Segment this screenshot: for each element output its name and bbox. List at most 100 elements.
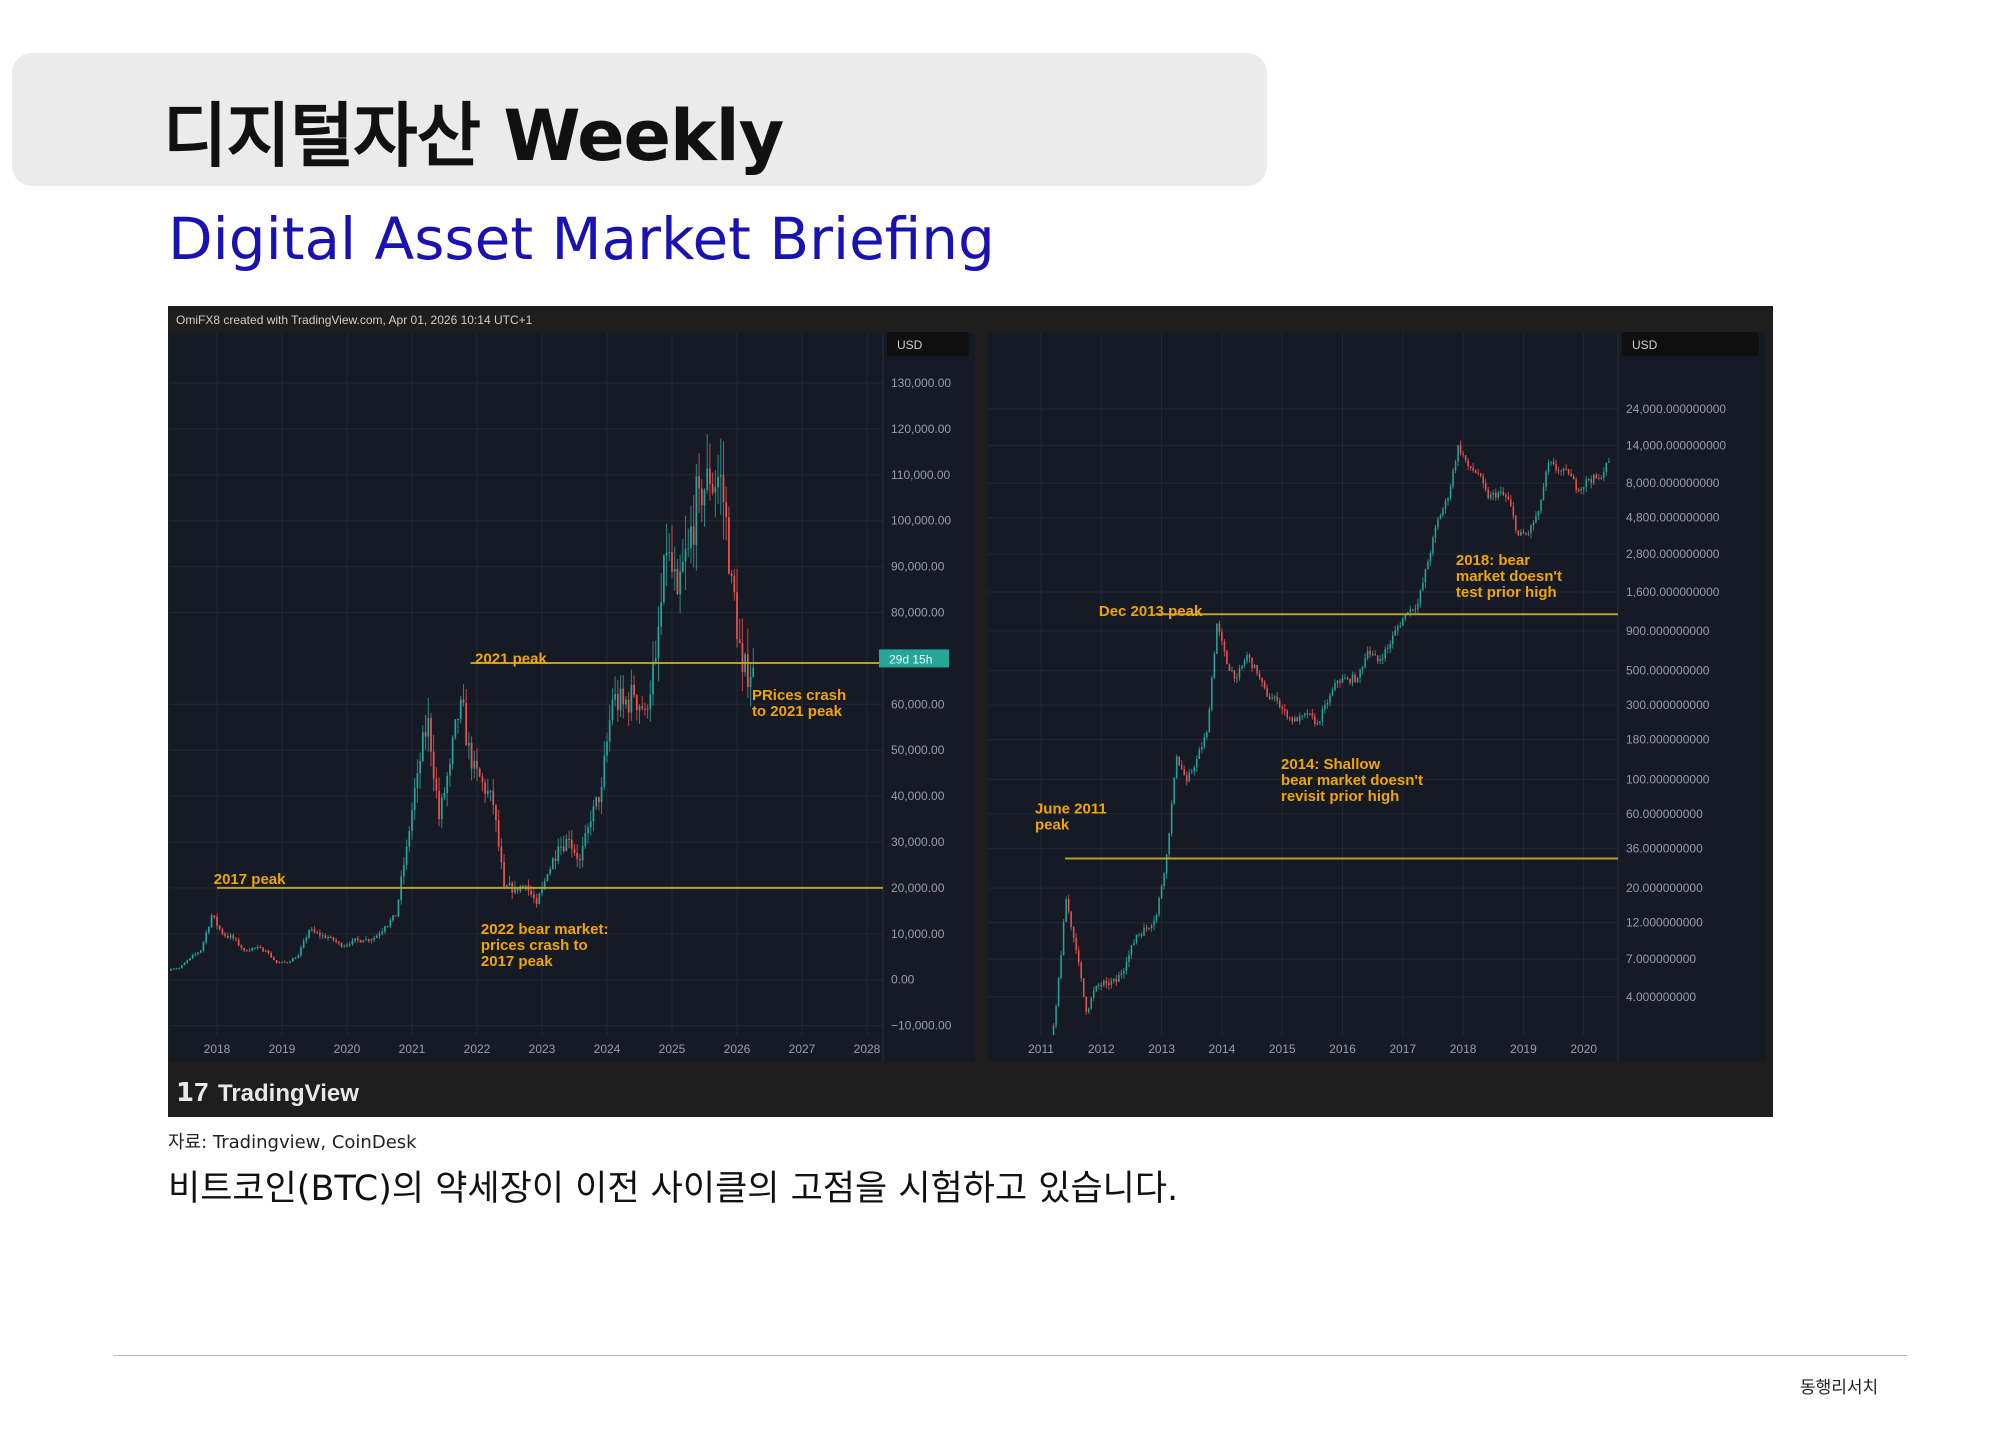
- candle-body: [1314, 716, 1316, 725]
- candle-body: [1379, 659, 1381, 662]
- candle-body: [1221, 631, 1223, 642]
- candle-body: [1535, 515, 1537, 523]
- candle-body: [1075, 937, 1077, 951]
- candle-body: [1432, 537, 1434, 554]
- candle-body: [1417, 603, 1419, 610]
- chart-watermark: OmiFX8 created with TradingView.com, Apr…: [176, 313, 533, 327]
- candle-body: [725, 502, 728, 518]
- candle-body: [1113, 978, 1115, 981]
- candle-body: [208, 927, 210, 933]
- candle-body: [262, 947, 264, 952]
- chart-annotation: PRices crash to 2021 peak: [752, 687, 846, 720]
- candle-body: [1595, 474, 1598, 478]
- candle-body: [1273, 696, 1276, 699]
- candle-body: [535, 898, 538, 904]
- candle-body: [1437, 519, 1439, 528]
- candle-body: [175, 968, 178, 970]
- candle-body: [1487, 489, 1489, 499]
- candle-body: [432, 751, 435, 779]
- candle-body: [1344, 678, 1346, 680]
- candle-body: [1572, 476, 1575, 480]
- annotation-line: 2022 bear market:: [481, 921, 609, 938]
- candle-body: [687, 548, 690, 550]
- candle-body: [1155, 914, 1158, 921]
- candle-body: [492, 790, 495, 806]
- candle-body: [1316, 723, 1319, 725]
- candle-body: [1326, 702, 1329, 705]
- candle-body: [457, 719, 459, 721]
- tradingview-logo: 𝟭7 TradingView: [176, 1077, 359, 1107]
- y-tick-label: 180.000000000: [1626, 733, 1710, 747]
- candle-body: [1346, 678, 1349, 680]
- candle-body: [584, 833, 587, 846]
- candle-body: [709, 468, 711, 484]
- x-tick-label: 2018: [1450, 1042, 1477, 1056]
- y-tick-label: 20.000000000: [1626, 881, 1703, 895]
- annotation-line: 2017 peak: [481, 953, 553, 970]
- candle-body: [365, 939, 367, 941]
- candle-body: [1457, 445, 1459, 462]
- candle-body: [728, 517, 730, 574]
- candle-body: [1125, 961, 1128, 971]
- candle-body: [172, 968, 175, 970]
- candle-body: [1394, 630, 1397, 636]
- candle-body: [668, 551, 671, 553]
- candle-body: [416, 773, 419, 788]
- candle-body: [1170, 803, 1173, 834]
- candle-body: [302, 940, 305, 948]
- candle-body: [1105, 981, 1108, 984]
- candle-body: [1469, 466, 1472, 469]
- candle-body: [362, 940, 365, 943]
- candle-body: [700, 488, 703, 506]
- candle-body: [1062, 921, 1065, 956]
- candle-body: [598, 797, 600, 803]
- candle-body: [1288, 717, 1291, 719]
- candle-body: [1263, 682, 1266, 688]
- candle-body: [608, 720, 611, 742]
- candle-body: [1190, 771, 1193, 773]
- candle-body: [229, 935, 232, 938]
- candle-body: [1268, 696, 1271, 700]
- candle-body: [595, 797, 598, 807]
- y-tick-label: 1,600.000000000: [1626, 585, 1720, 599]
- candle-body: [1550, 461, 1552, 463]
- candle-body: [1291, 718, 1294, 722]
- candle-body: [300, 947, 302, 956]
- chart-annotation: Dec 2013 peak: [1099, 603, 1203, 620]
- candle-body: [1098, 984, 1100, 986]
- candle-body: [1341, 678, 1344, 683]
- source-note: 자료: Tradingview, CoinDesk: [168, 1132, 417, 1153]
- candle-body: [1065, 899, 1067, 922]
- candle-body: [1276, 696, 1278, 701]
- candle-body: [1206, 732, 1208, 738]
- candle-body: [486, 790, 489, 794]
- candle-body: [551, 858, 554, 870]
- candle-body: [546, 874, 549, 882]
- candle-body: [470, 742, 473, 769]
- candle-body: [305, 937, 308, 941]
- annotation-line: revisit prior high: [1281, 788, 1399, 805]
- candle-body: [1216, 623, 1218, 654]
- x-tick-label: 2014: [1209, 1042, 1236, 1056]
- candle-body: [1449, 486, 1452, 499]
- candle-body: [514, 887, 516, 893]
- candle-body: [1505, 495, 1507, 497]
- y-tick-label: 20,000.00: [891, 881, 945, 895]
- currency-label: USD: [897, 338, 923, 352]
- x-tick-label: 2013: [1148, 1042, 1175, 1056]
- candle-body: [313, 929, 316, 933]
- candle-body: [538, 893, 541, 904]
- candle-body: [1422, 582, 1424, 591]
- candle-body: [1082, 978, 1085, 997]
- annotation-line: 2021 peak: [475, 651, 547, 668]
- candle-body: [500, 846, 503, 863]
- candle-body: [1587, 479, 1590, 481]
- candle-body: [644, 708, 646, 710]
- y-tick-label: 130,000.00: [891, 376, 951, 390]
- candle-body: [1512, 506, 1515, 516]
- x-tick-label: 2019: [1510, 1042, 1537, 1056]
- countdown-badge: [879, 649, 949, 668]
- candle-body: [1452, 470, 1454, 487]
- candle-body: [1120, 973, 1123, 976]
- candle-body: [1530, 525, 1532, 534]
